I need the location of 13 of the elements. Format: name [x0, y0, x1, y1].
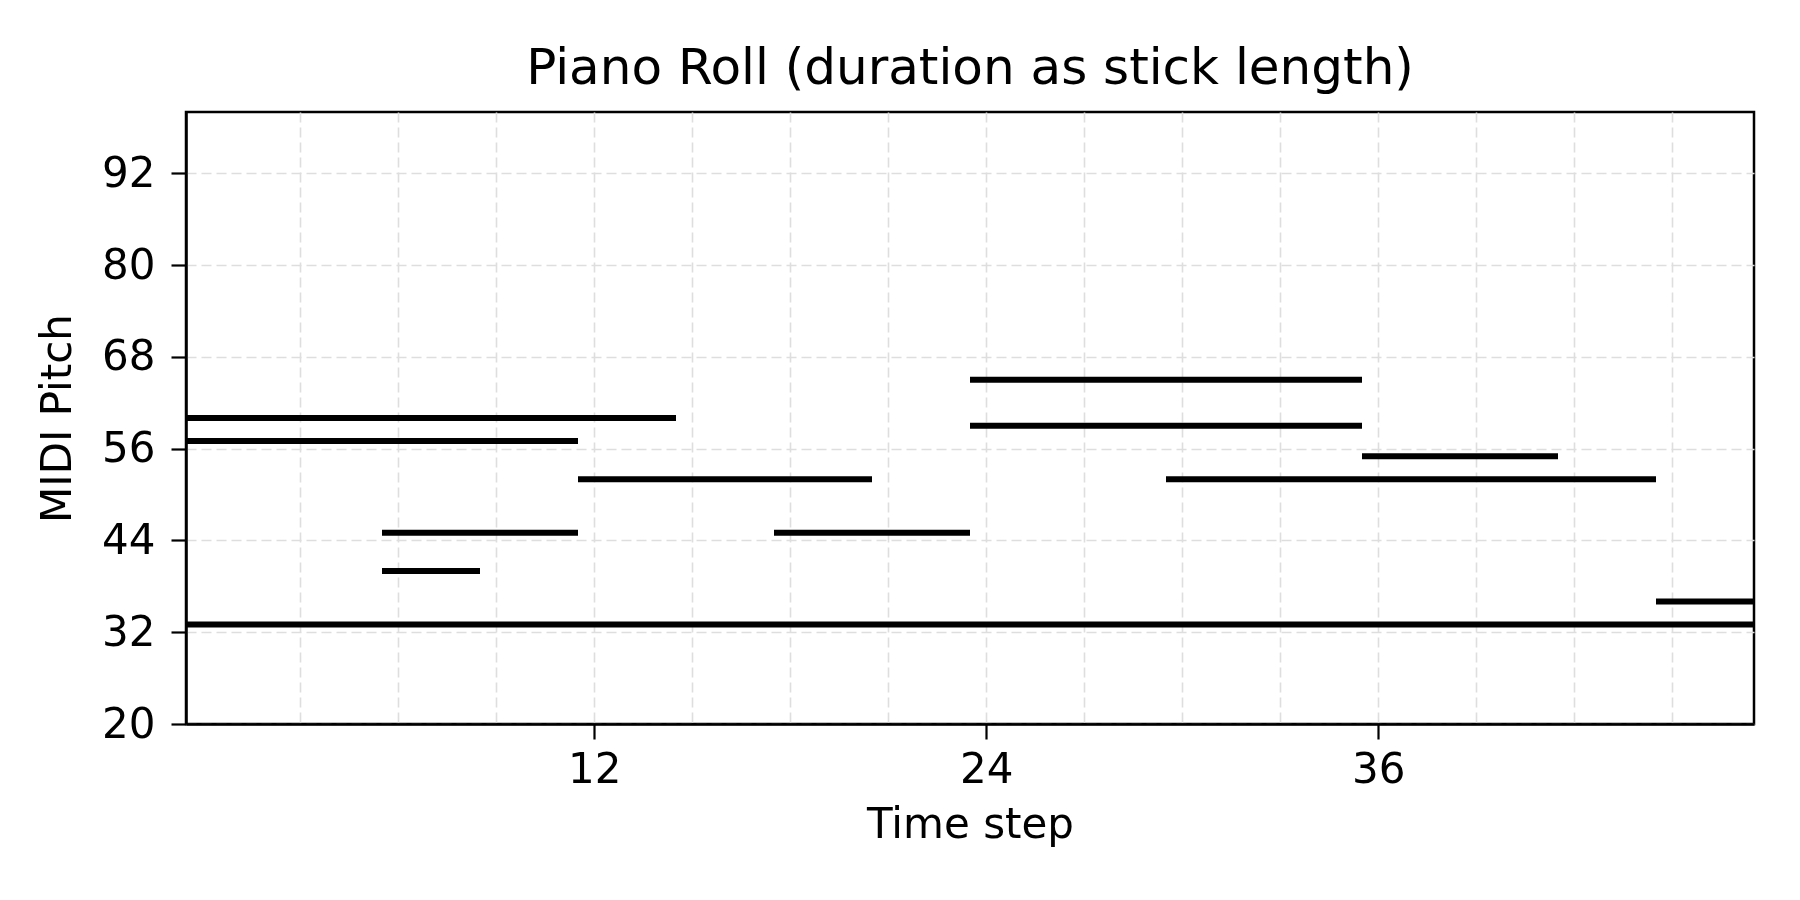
y-tick-label: 56	[102, 423, 156, 473]
y-tick-label: 44	[102, 514, 156, 564]
chart-title: Piano Roll (duration as stick length)	[526, 38, 1414, 96]
y-tick-label: 92	[102, 147, 156, 197]
y-tick-label: 80	[102, 239, 156, 289]
y-tick-label: 32	[102, 606, 156, 656]
y-tick-label: 68	[102, 331, 156, 381]
x-tick-label: 36	[1352, 743, 1406, 793]
x-tick-label: 12	[568, 743, 622, 793]
x-tick-label: 24	[960, 743, 1014, 793]
y-tick-label: 20	[102, 698, 156, 748]
x-axis-title: Time step	[866, 798, 1074, 848]
y-axis-title: MIDI Pitch	[32, 314, 82, 523]
